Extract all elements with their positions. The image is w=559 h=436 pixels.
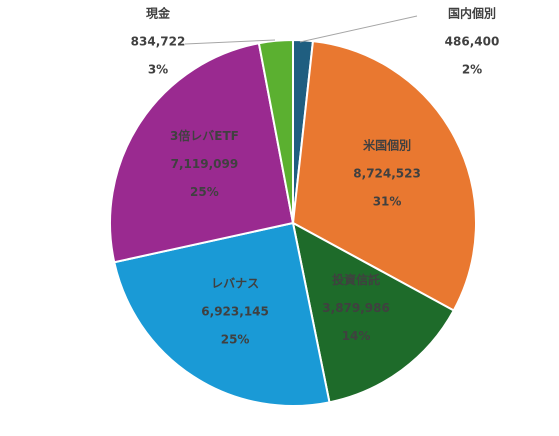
leader-lines — [184, 15, 418, 45]
slice-name-label-0: 国内個別 — [448, 6, 496, 21]
slice-name-label-3: レバナス — [211, 276, 259, 290]
slice-value-label-0: 486,400 — [445, 35, 500, 49]
pie-slice-5 — [257, 38, 294, 224]
slice-percent-label-0: 2% — [462, 63, 482, 77]
leader-line-5 — [184, 39, 276, 45]
slice-name-label-2: 投資信託 — [332, 272, 380, 287]
slice-percent-label-2: 14% — [342, 329, 371, 343]
slice-name-label-4: 3倍レバETF — [170, 128, 239, 143]
slice-percent-label-4: 25% — [190, 185, 219, 199]
pie-slice-2 — [291, 221, 456, 404]
slice-percent-label-1: 31% — [373, 194, 402, 208]
pie-slice-4 — [109, 42, 295, 264]
slice-value-label-3: 6,923,145 — [201, 304, 269, 318]
slice-percent-label-3: 25% — [221, 332, 250, 346]
leader-line-0 — [299, 15, 418, 43]
slice-value-label-1: 8,724,523 — [353, 166, 421, 180]
slice-value-label-4: 7,119,099 — [171, 157, 239, 171]
slice-labels: 国内個別 486,400 2% 米国個別 8,724,523 31% 投資信託 3,879,9… — [131, 6, 500, 347]
pie-slice-3 — [113, 221, 331, 407]
slice-name-label-5: 現金 — [146, 6, 171, 21]
pie-slice-1 — [291, 39, 477, 312]
slice-value-label-2: 3,879,986 — [322, 301, 390, 315]
slice-name-label-1: 米国個別 — [363, 137, 411, 152]
slice-value-label-5: 834,722 — [131, 35, 186, 49]
pie-slices — [109, 38, 477, 407]
slice-percent-label-5: 3% — [148, 63, 168, 77]
